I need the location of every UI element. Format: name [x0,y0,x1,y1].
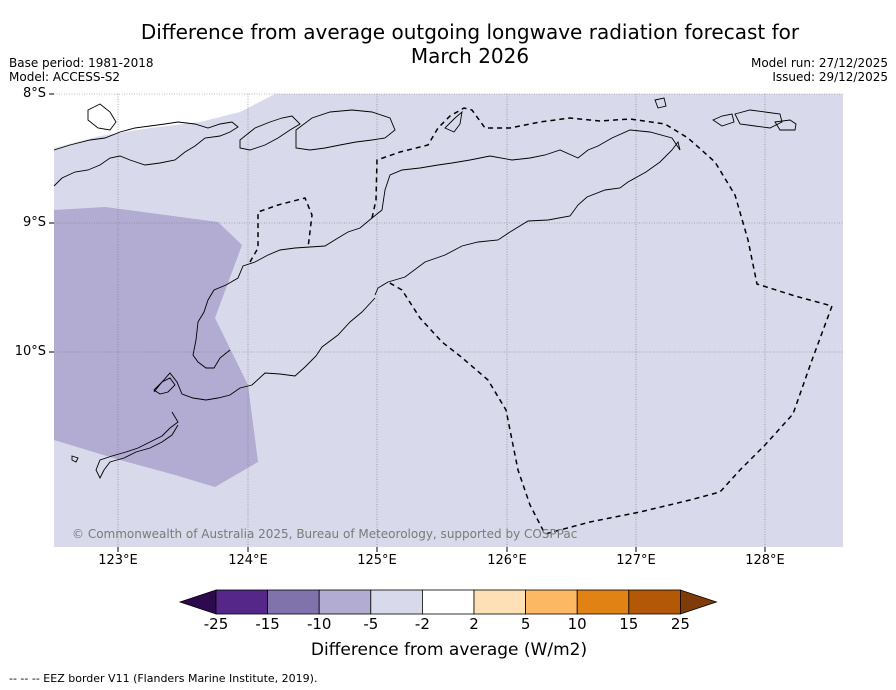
islet-west [71,455,79,463]
islands-east-1 [712,113,735,127]
meta-right: Model run: 27/12/2025 Issued: 29/12/2025 [751,56,888,84]
white-anomaly-region [54,94,275,148]
colorbar-segment [525,589,578,615]
colorbar-tick-label: 10 [567,615,587,633]
colorbar-tick-label: -2 [414,615,430,633]
timor-north-coast [374,140,681,296]
colorbar-segment [370,589,423,615]
colorbar-segment [473,589,526,615]
chart-title: Difference from average outgoing longwav… [90,20,850,68]
base-period: Base period: 1981-2018 [9,56,154,70]
lat-tick-8s: 8°S [22,86,46,101]
island-atauro [444,110,463,133]
eez-border [249,107,833,535]
map-ticks [49,93,766,552]
timor-south-coast [153,297,376,401]
colorbar-segment [628,589,681,615]
colorbar-extend-high [680,589,718,615]
lon-tick-128e: 128°E [745,553,785,568]
island-wetar [654,97,667,109]
colorbar-tick-label: 5 [520,615,531,633]
colorbar [178,589,718,615]
lon-tick-127e: 127°E [616,553,656,568]
colorbar-tick-label: -25 [203,615,229,633]
sawu-rote-chain [95,411,179,480]
copyright-notice: © Commonwealth of Australia 2025, Bureau… [72,527,578,541]
lon-tick-125e: 125°E [357,553,397,568]
colorbar-tick-label: -15 [255,615,280,633]
lon-tick-126e: 126°E [487,553,527,568]
islands-east-2 [734,109,783,129]
lon-tick-124e: 124°E [228,553,268,568]
colorbar-segment [318,589,372,615]
colorbar-tick-label: -10 [306,615,332,633]
timor-west-upper [192,129,681,369]
title-line-1: Difference from average outgoing longwav… [140,20,800,44]
issued-date: Issued: 29/12/2025 [772,70,888,84]
lat-tick-10s: 10°S [14,344,46,359]
islands-north-1 [53,121,239,187]
model-name: Model: ACCESS-S2 [9,70,121,84]
rote-island [153,377,176,395]
islands-north-3 [239,115,301,151]
meta-left: Base period: 1981-2018 Model: ACCESS-S2 [9,56,154,84]
model-run: Model run: 27/12/2025 [750,56,888,70]
colorbar-tick-label: -5 [363,615,379,633]
colorbar-title: Difference from average (W/m2) [310,640,588,660]
islands-north-4 [295,109,396,151]
eez-footnote: -- -- -- EEZ border V11 (Flanders Marine… [9,672,318,685]
colorbar-segment [215,589,268,615]
colorbar-tick-label: 15 [619,615,639,633]
coastlines [53,97,797,480]
lat-tick-9s: 9°S [22,215,46,230]
colorbar-extend-low [178,589,217,615]
lon-tick-123e: 123°E [98,553,138,568]
colorbar-segment [267,589,320,615]
colorbar-segment [421,589,475,615]
islands-north-2 [87,103,117,131]
islands-east-3 [774,119,797,131]
colorbar-tick-label: 25 [670,615,690,633]
lavender-anomaly-region [54,207,258,487]
title-line-2: March 2026 [410,44,530,68]
colorbar-segment [576,589,630,615]
colorbar-tick-label: 2 [469,615,479,633]
